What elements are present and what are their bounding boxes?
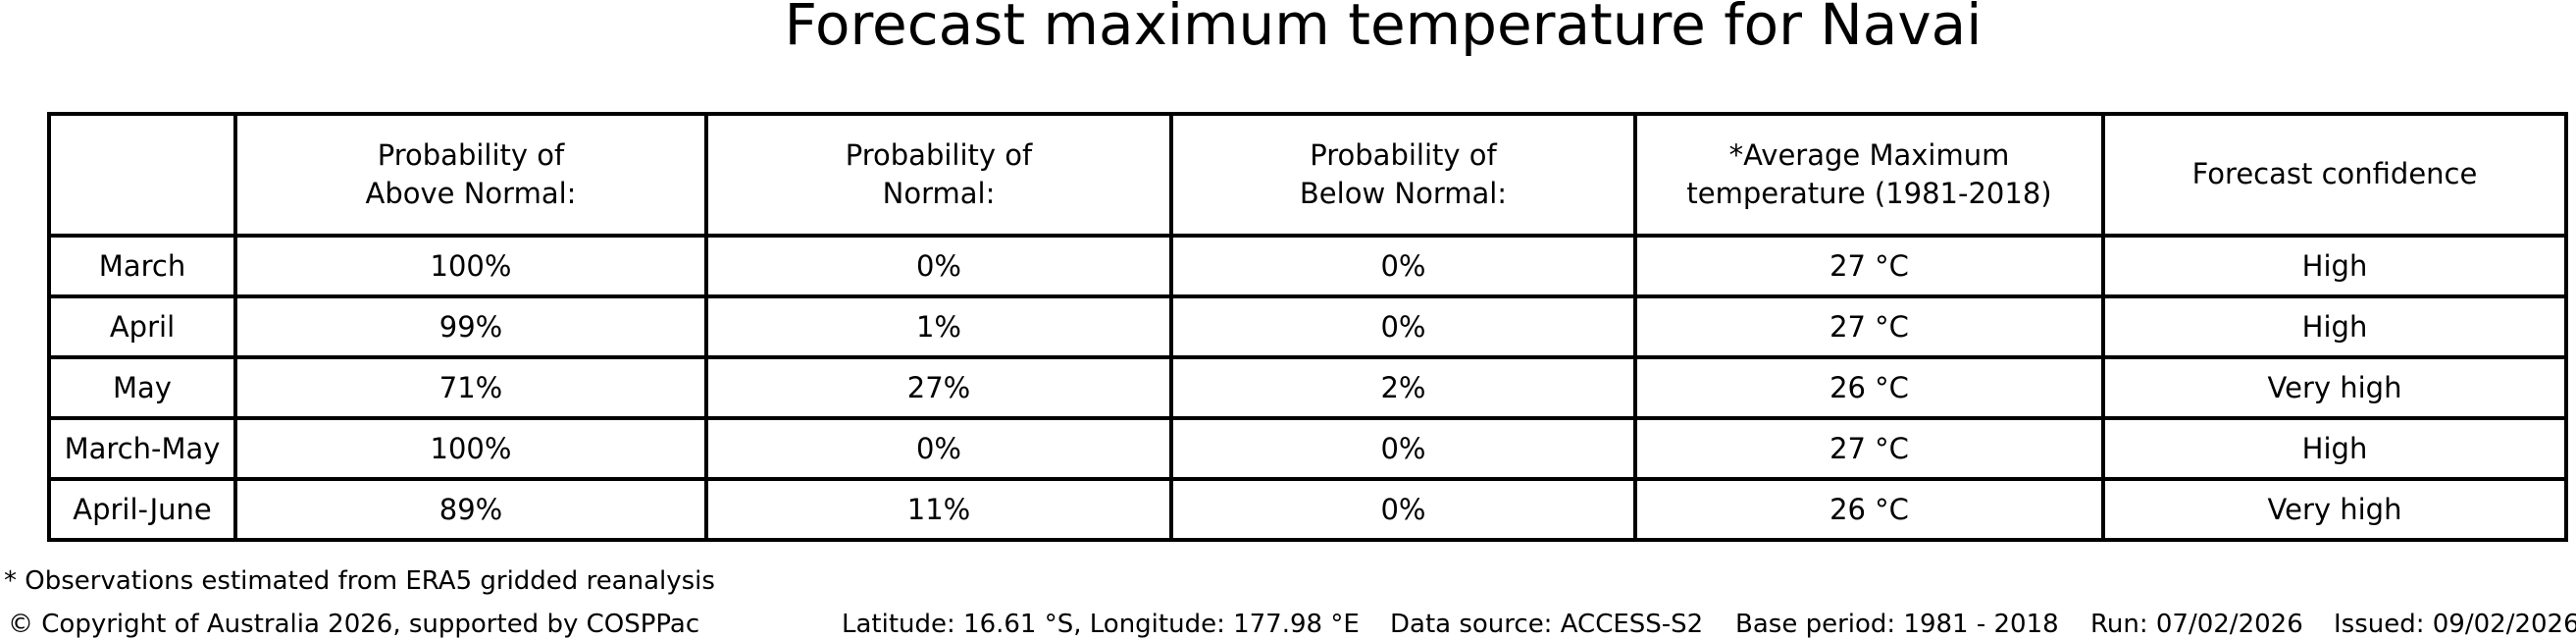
table-row: April 99% 1% 0% 27 °C High <box>47 294 2568 359</box>
cell-avg-max-temp: 26 °C <box>1633 477 2105 542</box>
header-below-normal: Probability of Below Normal: <box>1169 112 1637 238</box>
cell-confidence: High <box>2101 234 2568 298</box>
row-label: May <box>47 355 237 420</box>
cell-confidence: Very high <box>2101 477 2568 542</box>
location-text: Latitude: 16.61 °S, Longitude: 177.98 °E <box>842 610 1360 639</box>
row-label: March <box>47 234 237 298</box>
table-row: April-June 89% 11% 0% 26 °C Very high <box>47 477 2568 542</box>
header-normal: Probability of Normal: <box>704 112 1173 238</box>
cell-above-normal: 71% <box>233 355 708 420</box>
header-above-normal: Probability of Above Normal: <box>233 112 708 238</box>
copyright-text: © Copyright of Australia 2026, supported… <box>8 610 700 639</box>
cell-normal: 0% <box>704 416 1173 481</box>
cell-below-normal: 0% <box>1169 416 1637 481</box>
cell-normal: 27% <box>704 355 1173 420</box>
row-label: April <box>47 294 237 359</box>
row-label: April-June <box>47 477 237 542</box>
table-row: March-May 100% 0% 0% 27 °C High <box>47 416 2568 481</box>
table-row: March 100% 0% 0% 27 °C High <box>47 234 2568 298</box>
run-date-text: Run: 07/02/2026 <box>2090 610 2303 639</box>
cell-confidence: Very high <box>2101 355 2568 420</box>
cell-above-normal: 99% <box>233 294 708 359</box>
data-source-text: Data source: ACCESS-S2 <box>1390 610 1704 639</box>
footnote: * Observations estimated from ERA5 gridd… <box>4 566 715 596</box>
cell-avg-max-temp: 27 °C <box>1633 234 2105 298</box>
cell-below-normal: 2% <box>1169 355 1637 420</box>
table-header-row: Probability of Above Normal: Probability… <box>47 112 2568 238</box>
page-title: Forecast maximum temperature for Navai <box>784 0 1983 58</box>
header-forecast-confidence: Forecast confidence <box>2101 112 2568 238</box>
row-label: March-May <box>47 416 237 481</box>
issued-date-text: Issued: 09/02/2026 <box>2334 610 2576 639</box>
cell-below-normal: 0% <box>1169 294 1637 359</box>
forecast-table: Probability of Above Normal: Probability… <box>47 112 2568 542</box>
cell-normal: 0% <box>704 234 1173 298</box>
cell-normal: 1% <box>704 294 1173 359</box>
cell-above-normal: 100% <box>233 416 708 481</box>
cell-below-normal: 0% <box>1169 477 1637 542</box>
cell-confidence: High <box>2101 416 2568 481</box>
cell-normal: 11% <box>704 477 1173 542</box>
cell-avg-max-temp: 26 °C <box>1633 355 2105 420</box>
cell-avg-max-temp: 27 °C <box>1633 294 2105 359</box>
cell-confidence: High <box>2101 294 2568 359</box>
cell-above-normal: 100% <box>233 234 708 298</box>
base-period-text: Base period: 1981 - 2018 <box>1735 610 2059 639</box>
corner-cell <box>47 112 237 238</box>
table-row: May 71% 27% 2% 26 °C Very high <box>47 355 2568 420</box>
cell-avg-max-temp: 27 °C <box>1633 416 2105 481</box>
cell-above-normal: 89% <box>233 477 708 542</box>
cell-below-normal: 0% <box>1169 234 1637 298</box>
header-avg-max-temp: *Average Maximum temperature (1981-2018) <box>1633 112 2105 238</box>
